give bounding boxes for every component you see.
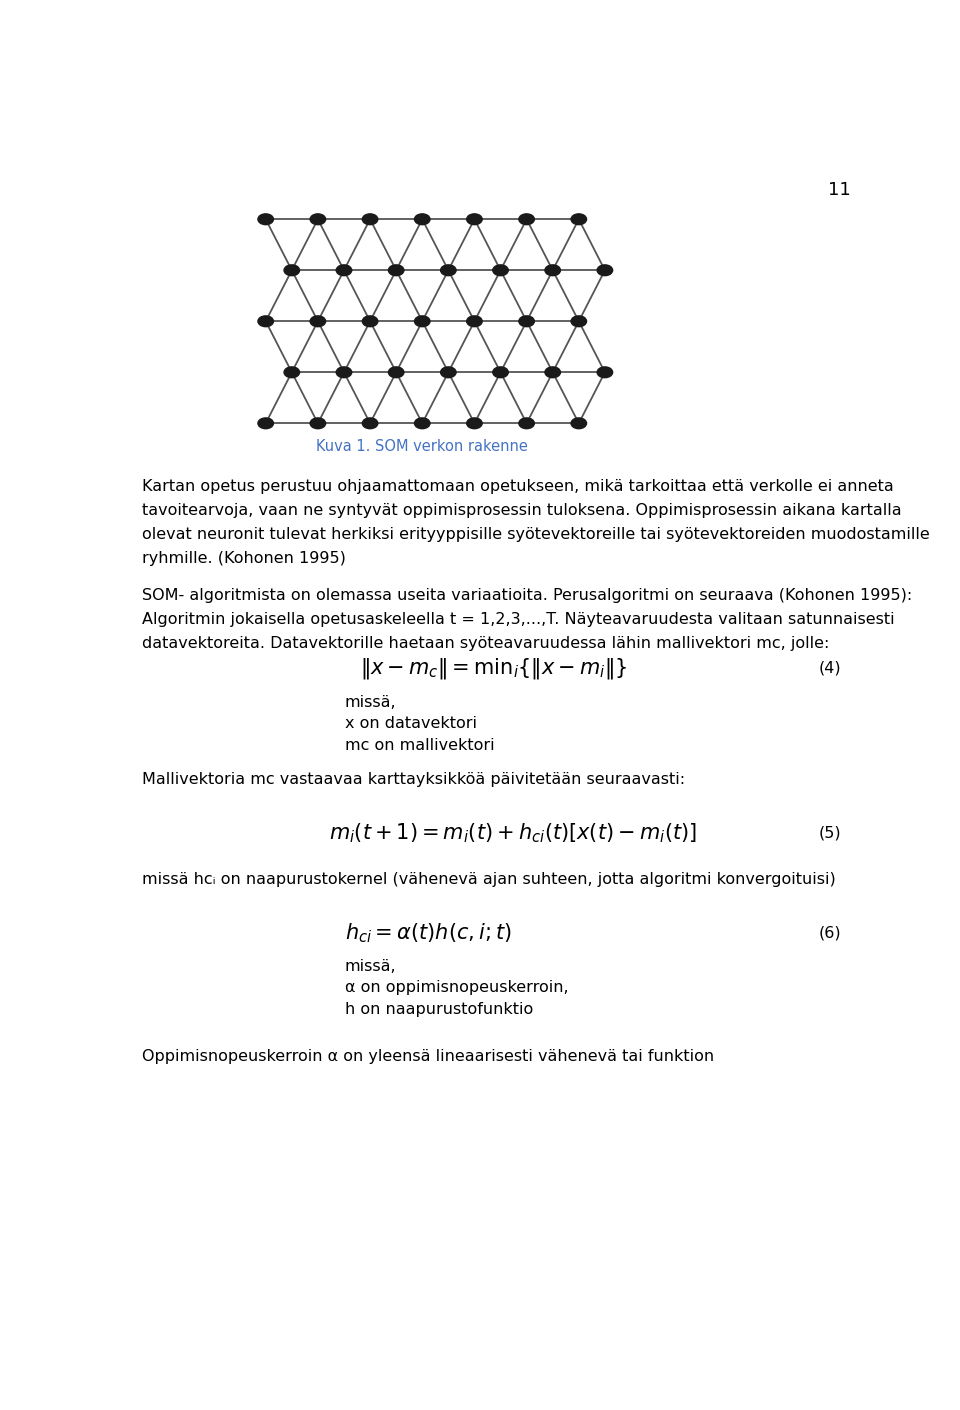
Ellipse shape bbox=[336, 265, 351, 275]
Ellipse shape bbox=[467, 417, 482, 429]
Ellipse shape bbox=[258, 316, 274, 327]
Ellipse shape bbox=[492, 367, 508, 378]
Ellipse shape bbox=[284, 367, 300, 378]
Ellipse shape bbox=[571, 417, 587, 429]
Ellipse shape bbox=[441, 265, 456, 275]
Ellipse shape bbox=[415, 316, 430, 327]
Ellipse shape bbox=[441, 367, 456, 378]
Ellipse shape bbox=[310, 214, 325, 224]
Ellipse shape bbox=[415, 214, 430, 224]
Ellipse shape bbox=[467, 214, 482, 224]
Text: $m_i(t+1) = m_i(t) + h_{ci}(t)[x(t) - m_i(t)]$: $m_i(t+1) = m_i(t) + h_{ci}(t)[x(t) - m_… bbox=[329, 821, 697, 845]
Ellipse shape bbox=[258, 417, 274, 429]
Text: (5): (5) bbox=[818, 825, 841, 840]
Ellipse shape bbox=[518, 316, 535, 327]
Text: x on datavektori: x on datavektori bbox=[345, 716, 477, 732]
Text: SOM- algoritmista on olemassa useita variaatioita. Perusalgoritmi on seuraava (K: SOM- algoritmista on olemassa useita var… bbox=[142, 588, 912, 651]
Ellipse shape bbox=[597, 367, 612, 378]
Text: $h_{ci} = \alpha(t)h(c,i;t)$: $h_{ci} = \alpha(t)h(c,i;t)$ bbox=[345, 921, 512, 945]
Text: 11: 11 bbox=[828, 180, 851, 199]
Text: (6): (6) bbox=[818, 925, 841, 940]
Ellipse shape bbox=[389, 367, 404, 378]
Text: $\|x - m_c\| = \mathrm{min}_i\{\|x - m_i\|\}$: $\|x - m_c\| = \mathrm{min}_i\{\|x - m_i… bbox=[360, 656, 628, 681]
Text: Kuva 1. SOM verkon rakenne: Kuva 1. SOM verkon rakenne bbox=[316, 439, 528, 454]
Text: Kartan opetus perustuu ohjaamattomaan opetukseen, mikä tarkoittaa että verkolle : Kartan opetus perustuu ohjaamattomaan op… bbox=[142, 479, 929, 565]
Text: mᴄ on mallivektori: mᴄ on mallivektori bbox=[345, 737, 494, 753]
Text: α on oppimisnopeuskerroin,: α on oppimisnopeuskerroin, bbox=[345, 980, 568, 995]
Ellipse shape bbox=[284, 265, 300, 275]
Ellipse shape bbox=[362, 214, 378, 224]
Ellipse shape bbox=[518, 214, 535, 224]
Text: missä hᴄᵢ on naapurustokernel (vähenevä ajan suhteen, jotta algoritmi konvergoit: missä hᴄᵢ on naapurustokernel (vähenevä … bbox=[142, 871, 835, 887]
Ellipse shape bbox=[571, 214, 587, 224]
Text: missä,: missä, bbox=[345, 695, 396, 709]
Ellipse shape bbox=[492, 265, 508, 275]
Text: missä,: missä, bbox=[345, 959, 396, 974]
Ellipse shape bbox=[467, 316, 482, 327]
Text: h on naapurustofunktio: h on naapurustofunktio bbox=[345, 1001, 533, 1017]
Ellipse shape bbox=[415, 417, 430, 429]
Ellipse shape bbox=[362, 417, 378, 429]
Ellipse shape bbox=[389, 265, 404, 275]
Ellipse shape bbox=[336, 367, 351, 378]
Ellipse shape bbox=[545, 265, 561, 275]
Ellipse shape bbox=[518, 417, 535, 429]
Ellipse shape bbox=[310, 417, 325, 429]
Ellipse shape bbox=[310, 316, 325, 327]
Ellipse shape bbox=[545, 367, 561, 378]
Ellipse shape bbox=[571, 316, 587, 327]
Ellipse shape bbox=[597, 265, 612, 275]
Text: (4): (4) bbox=[818, 661, 841, 675]
Ellipse shape bbox=[258, 214, 274, 224]
Text: Oppimisnopeuskerroin α on yleensä lineaarisesti vähenevä tai funktion: Oppimisnopeuskerroin α on yleensä lineaa… bbox=[142, 1049, 714, 1063]
Text: Mallivektoria mᴄ vastaavaa karttayksikköä päivitetään seuraavasti:: Mallivektoria mᴄ vastaavaa karttayksikkö… bbox=[142, 771, 684, 787]
Ellipse shape bbox=[362, 316, 378, 327]
